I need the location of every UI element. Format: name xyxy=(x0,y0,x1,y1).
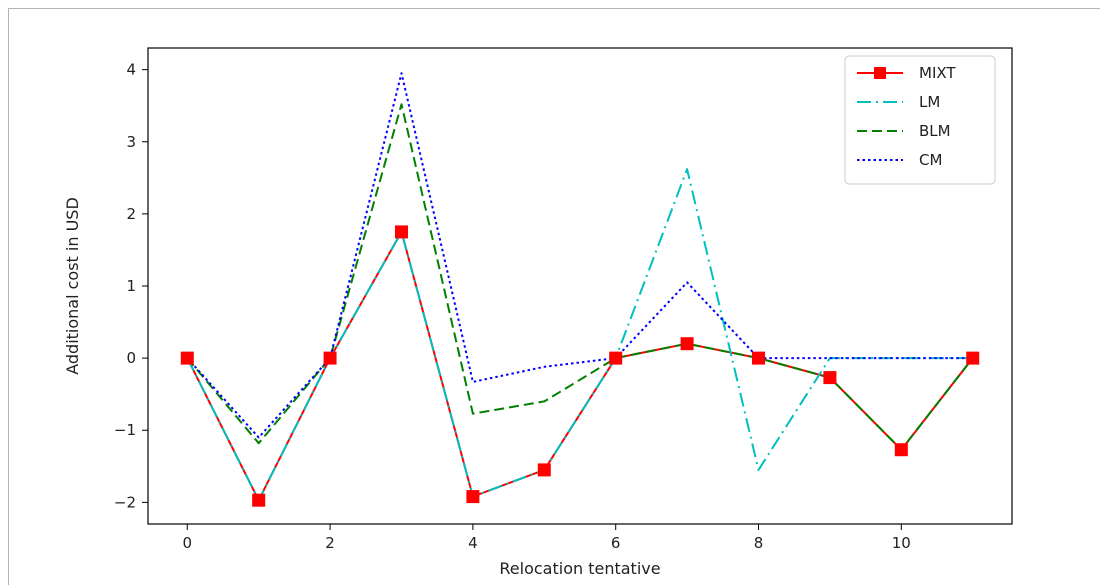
figure-frame xyxy=(8,8,1100,585)
legend: MIXT LM BLM CM xyxy=(844,55,996,185)
data-point-mixt xyxy=(894,443,908,457)
y-tick-label: −2 xyxy=(114,493,136,511)
x-tick-label: 4 xyxy=(468,534,478,552)
legend-label-cm: CM xyxy=(919,151,942,169)
data-point-mixt xyxy=(537,463,551,477)
series-line-mixt xyxy=(186,230,974,502)
data-point-mixt xyxy=(680,337,694,351)
data-point-mixt xyxy=(823,371,837,385)
y-tick-label: −1 xyxy=(114,421,136,439)
y-tick-label: 0 xyxy=(126,349,136,367)
y-tick-label: 3 xyxy=(126,133,136,151)
data-point-mixt xyxy=(323,351,337,365)
y-axis-label: Additional cost in USD xyxy=(63,197,82,375)
legend-label-blm: BLM xyxy=(919,122,951,140)
data-point-mixt xyxy=(466,490,480,504)
series-line-lm xyxy=(186,168,973,502)
x-tick-label: 0 xyxy=(182,534,192,552)
legend-box xyxy=(844,55,996,185)
x-axis-label: Relocation tentative xyxy=(499,559,660,578)
series-line-cm xyxy=(186,72,973,439)
series-line-blm xyxy=(186,103,974,451)
data-point-mixt xyxy=(252,493,266,507)
y-tick-label: 2 xyxy=(126,205,136,223)
data-point-mixt xyxy=(394,225,408,239)
y-tick-label: 1 xyxy=(126,277,136,295)
legend-marker xyxy=(874,67,886,79)
data-point-mixt xyxy=(180,351,194,365)
x-tick-label: 2 xyxy=(325,534,335,552)
x-tick-label: 8 xyxy=(754,534,764,552)
legend-label-mixt: MIXT xyxy=(919,64,956,82)
data-point-mixt xyxy=(966,351,980,365)
legend-label-lm: LM xyxy=(919,93,940,111)
y-tick-label: 4 xyxy=(126,61,136,79)
data-point-mixt xyxy=(752,351,766,365)
x-tick-label: 10 xyxy=(892,534,911,552)
data-point-mixt xyxy=(609,351,623,365)
x-tick-label: 6 xyxy=(611,534,621,552)
